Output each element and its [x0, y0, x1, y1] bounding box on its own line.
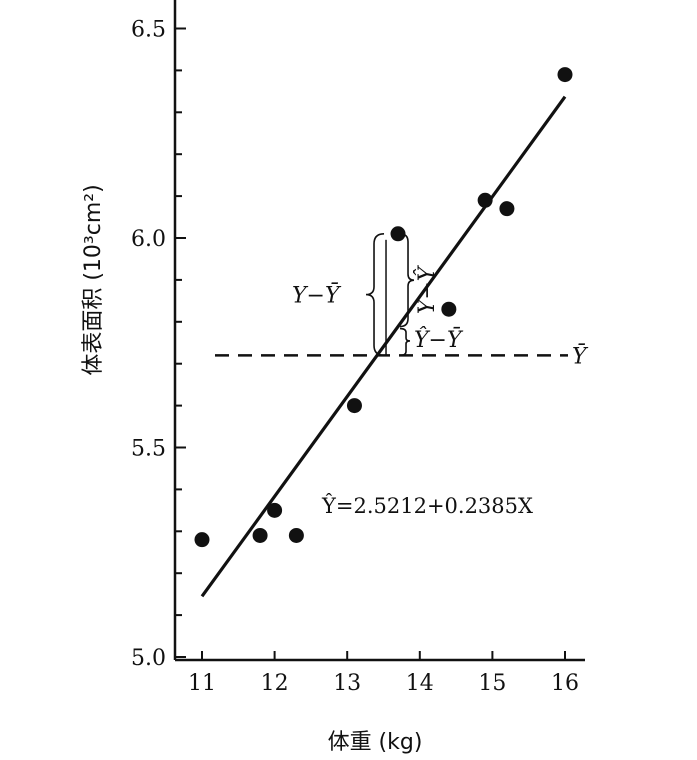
y-minor-ticks: [175, 27, 186, 658]
x-tick-label: 13: [333, 671, 361, 696]
y-tick-labels: 5.0 5.5 6.0 6.5: [131, 18, 166, 672]
regression-equation: Ŷ=2.5212+0.2385X: [321, 494, 533, 518]
label-y-minus-ybar: Y−Ȳ: [292, 283, 342, 309]
x-tick-label: 16: [551, 671, 579, 696]
data-point: [477, 192, 493, 208]
y-tick-label: 5.5: [131, 437, 166, 462]
mean-y-label: Ȳ: [572, 343, 589, 369]
x-tick-labels: 11 12 13 14 15 16: [188, 651, 579, 696]
x-axis-label: 体重 (kg): [328, 730, 423, 755]
data-point: [557, 67, 573, 83]
data-point: [441, 301, 457, 317]
data-point: [252, 527, 268, 543]
data-point: [499, 201, 515, 217]
brace-y-minus-yhat: [399, 233, 415, 328]
data-points: [194, 67, 573, 548]
data-point: [288, 527, 304, 543]
brace-y-minus-ybar: [365, 233, 385, 357]
regression-line: [200, 95, 567, 598]
x-tick-label: 11: [188, 671, 216, 696]
x-tick-label: 15: [478, 671, 506, 696]
data-point: [390, 226, 406, 242]
y-tick-label: 6.5: [131, 18, 166, 43]
y-tick-label: 6.0: [131, 227, 166, 252]
axes-group: [173, 0, 585, 662]
y-axis-label: 体表面积 (10³cm²): [81, 184, 106, 375]
label-y-minus-yhat: Y−Ŷ: [413, 264, 440, 314]
x-tick-label: 14: [406, 671, 434, 696]
label-yhat-minus-ybar: Ŷ−Ȳ: [414, 326, 464, 353]
brace-yhat-minus-ybar: [399, 327, 411, 357]
x-tick-label: 12: [261, 671, 289, 696]
y-tick-label: 5.0: [131, 646, 166, 671]
data-point: [346, 398, 362, 414]
data-point: [194, 532, 210, 548]
data-point: [267, 502, 283, 518]
